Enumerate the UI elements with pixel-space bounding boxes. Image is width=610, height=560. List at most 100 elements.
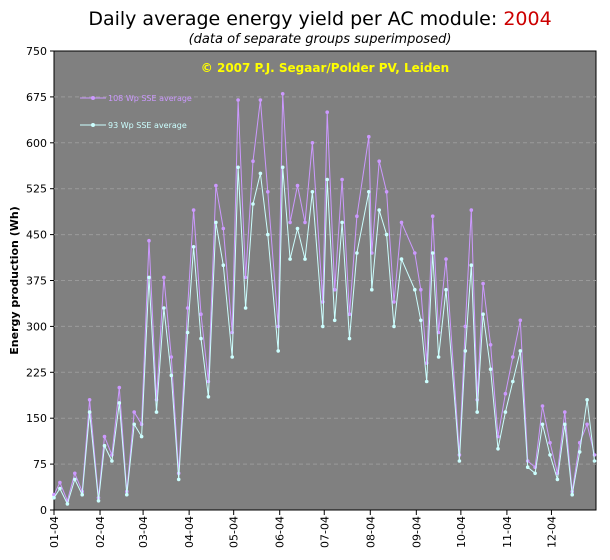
data-point: [199, 312, 203, 317]
data-point: [295, 183, 300, 188]
data-point: [392, 324, 396, 329]
y-tick-label: 150: [26, 412, 47, 425]
data-point: [592, 459, 597, 463]
data-point: [436, 355, 441, 359]
data-point: [80, 492, 84, 497]
data-point: [266, 190, 270, 194]
y-tick-label: 525: [26, 183, 47, 196]
y-tick-label: 300: [26, 320, 47, 333]
data-point: [251, 202, 255, 206]
data-point: [230, 355, 234, 359]
data-point: [413, 251, 417, 255]
data-point: [488, 367, 493, 372]
legend-marker: [91, 123, 95, 127]
data-point: [325, 177, 330, 182]
data-point: [110, 459, 114, 463]
x-axis: 01-04 02-04 03-04 04-04 05-04 06-04 07-04 08-04…: [48, 510, 558, 548]
y-tick-label: 600: [26, 137, 47, 150]
data-point: [280, 92, 285, 96]
data-point: [139, 422, 144, 427]
x-tick-label: 01-04: [48, 516, 61, 548]
y-tick-label: 675: [26, 91, 47, 104]
legend-marker: [91, 96, 95, 100]
data-point: [154, 410, 159, 414]
data-point: [563, 422, 567, 427]
data-point: [340, 177, 344, 182]
data-point: [577, 450, 582, 454]
data-point: [511, 379, 515, 384]
data-point: [377, 159, 382, 163]
data-point: [266, 232, 270, 237]
chart-title: Daily average energy yield per AC module…: [0, 8, 610, 30]
data-point: [555, 477, 560, 482]
data-point: [162, 275, 166, 280]
data-point: [518, 318, 523, 323]
data-point: [518, 349, 523, 353]
data-point: [236, 98, 240, 102]
data-point: [125, 492, 129, 497]
data-point: [430, 251, 435, 255]
legend: 108 Wp SSE average 93 Wp SSE average: [80, 94, 192, 130]
data-point: [355, 214, 359, 218]
data-point: [87, 410, 92, 414]
data-point: [310, 141, 315, 145]
data-point: [169, 355, 174, 359]
y-tick-label: 375: [26, 275, 47, 288]
data-point: [332, 318, 337, 323]
data-point: [481, 281, 485, 286]
data-point: [73, 477, 77, 482]
data-point: [370, 287, 374, 292]
data-point: [430, 214, 435, 218]
data-point: [132, 410, 136, 414]
data-point: [419, 318, 423, 323]
copyright-notice: © 2007 P.J. Segaar/Polder PV, Leiden: [201, 61, 449, 75]
data-point: [325, 110, 330, 114]
data-point: [585, 398, 589, 402]
data-point: [399, 257, 404, 261]
data-point: [191, 245, 196, 249]
data-point: [221, 263, 226, 268]
data-point: [243, 275, 248, 280]
data-point: [191, 208, 196, 212]
title-block: Daily average energy yield per AC module…: [0, 8, 610, 47]
data-point: [548, 453, 552, 457]
data-point: [58, 486, 62, 491]
data-point: [258, 98, 263, 102]
series-line-93wp: [53, 167, 595, 506]
data-point: [139, 434, 144, 439]
data-point: [251, 159, 255, 163]
y-tick-label: 450: [26, 229, 47, 242]
data-point: [206, 379, 211, 384]
data-point: [288, 257, 292, 261]
x-tick-label: 12-04: [545, 516, 558, 548]
data-point: [185, 306, 190, 310]
data-point: [540, 422, 545, 427]
chart-subtitle: (data of separate groups superimposed): [188, 32, 452, 47]
y-axis-label: Energy production (Wh): [8, 206, 21, 354]
x-tick-label: 10-04: [455, 516, 468, 548]
series-lines: [52, 92, 597, 506]
x-tick-label: 08-04: [364, 516, 377, 548]
data-point: [169, 373, 174, 378]
data-point: [355, 251, 359, 255]
x-tick-label: 03-04: [137, 516, 150, 548]
data-point: [147, 275, 151, 280]
x-tick-label: 04-04: [183, 516, 196, 548]
data-point: [367, 134, 371, 139]
data-point: [367, 190, 371, 194]
data-point: [377, 208, 382, 212]
data-point: [310, 190, 315, 194]
data-point: [276, 349, 281, 353]
x-tick-label: 09-04: [410, 516, 423, 548]
y-tick-label: 75: [33, 458, 47, 471]
data-point: [206, 395, 211, 399]
data-point: [384, 232, 389, 237]
data-point: [399, 220, 404, 225]
y-tick-label: 750: [26, 45, 47, 58]
data-point: [563, 410, 567, 414]
data-point: [58, 480, 62, 485]
data-point: [469, 208, 474, 212]
data-point: [303, 257, 307, 261]
data-point: [132, 422, 136, 427]
